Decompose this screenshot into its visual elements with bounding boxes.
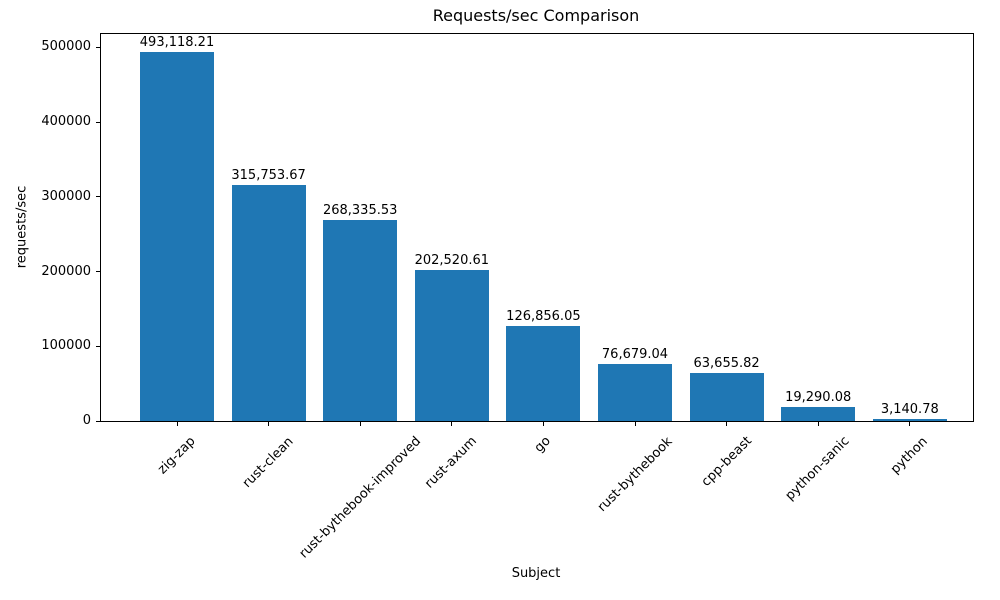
x-tick-mark	[176, 421, 178, 426]
bar-value-label: 315,753.67	[231, 167, 306, 183]
bar	[781, 406, 856, 421]
y-tick-label: 0	[82, 413, 91, 428]
bar	[506, 326, 581, 421]
x-tick-label: python-sanic	[782, 434, 853, 504]
bar-value-label: 63,655.82	[693, 356, 760, 372]
bar	[414, 269, 489, 421]
bar-value-label: 76,679.04	[601, 346, 669, 362]
bar	[872, 418, 947, 421]
x-tick-mark	[542, 421, 544, 426]
x-tick-label: go	[532, 433, 555, 456]
y-tick-label: 100000	[41, 338, 91, 354]
x-tick-label: rust-bythebook	[594, 433, 676, 515]
y-tick-label: 400000	[41, 114, 91, 130]
y-tick-mark	[96, 121, 100, 123]
bar-value-label: 126,856.05	[506, 309, 581, 325]
bar	[323, 220, 398, 421]
x-tick-label: rust-bythebook-improved	[296, 433, 424, 562]
y-tick-mark	[96, 46, 100, 48]
x-tick-label: cpp-beast	[698, 433, 755, 491]
plot-area: 0 100000 200000 300000 400000 500000 493,118.2…	[41, 33, 974, 561]
x-tick-mark	[817, 421, 819, 426]
bar	[231, 185, 306, 421]
x-tick-mark	[451, 421, 453, 426]
bar	[140, 52, 214, 421]
x-tick-label: rust-axum	[422, 434, 481, 492]
bar	[598, 363, 672, 421]
x-tick-mark	[634, 421, 636, 426]
y-tick-mark	[96, 345, 100, 347]
y-tick-mark	[96, 196, 100, 198]
bar-value-label: 493,118.21	[139, 35, 215, 51]
x-tick-mark	[909, 421, 911, 426]
x-axis-label: Subject	[511, 566, 561, 581]
bar-value-label: 268,335.53	[322, 203, 398, 219]
x-tick-label: zig-zap	[155, 433, 199, 478]
y-tick-label: 200000	[41, 263, 91, 279]
x-tick-mark	[726, 421, 728, 426]
x-tick-label: rust-clean	[239, 433, 297, 491]
x-tick-mark	[359, 421, 361, 426]
bar-value-label: 202,520.61	[414, 252, 490, 268]
bar-value-label: 19,290.08	[785, 389, 852, 405]
y-tick-label: 500000	[41, 39, 91, 55]
y-tick-mark	[96, 271, 100, 272]
x-tick-label: python	[888, 433, 932, 477]
chart-title: Requests/sec Comparison	[432, 6, 640, 25]
bar-value-label: 3,140.78	[880, 401, 939, 417]
y-tick-label: 300000	[41, 188, 91, 204]
x-tick-mark	[268, 421, 270, 426]
y-tick-mark	[96, 420, 100, 422]
bar	[689, 373, 764, 421]
